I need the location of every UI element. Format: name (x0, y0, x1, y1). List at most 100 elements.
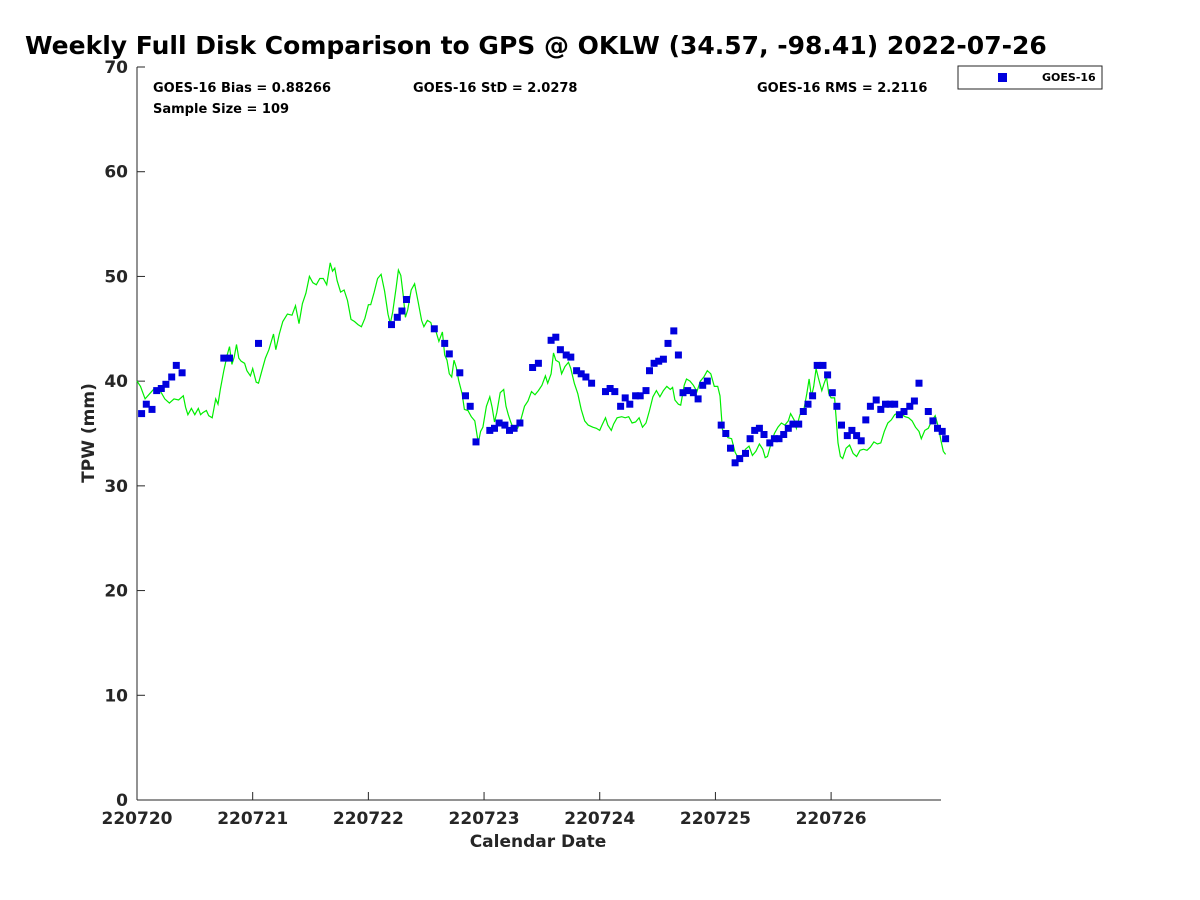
goes-data-point (755, 424, 763, 432)
goes-data-point (833, 402, 841, 410)
goes-data-point (573, 367, 581, 375)
x-tick-label: 220721 (217, 809, 288, 829)
goes-data-point (924, 408, 932, 415)
goes-data-point (172, 361, 180, 369)
goes-data-point (506, 426, 513, 434)
goes-data-point (760, 431, 768, 438)
goes-data-point (857, 437, 865, 445)
y-axis-ticks: 0 10 20 30 40 50 60 70 (104, 58, 145, 811)
goes-data-point (255, 339, 262, 347)
plot-area: 0 10 20 30 40 50 60 70 220720 220721 220722 220723… (102, 58, 950, 829)
goes-data-point (226, 354, 233, 362)
goes-data-point (430, 325, 438, 333)
goes-data-point (642, 387, 650, 395)
goes-data-point (789, 420, 797, 428)
goes-data-point (510, 424, 518, 432)
goes-data-point (866, 402, 874, 410)
y-tick-label: 50 (104, 267, 128, 287)
goes-data-point (626, 400, 634, 408)
goes-data-point (588, 379, 596, 387)
goes-data-point (751, 426, 759, 434)
goes-data-point (168, 373, 176, 381)
goes-data-point (472, 438, 480, 446)
goes-data-point (900, 408, 908, 415)
goes-data-point (403, 296, 410, 303)
x-tick-label: 220722 (333, 809, 404, 829)
goes-data-point (547, 336, 555, 344)
goes-data-point (906, 402, 914, 410)
goes-data-point (910, 397, 918, 405)
goes-data-point (556, 346, 564, 354)
goes-data-point (670, 327, 678, 335)
goes-data-point (650, 359, 658, 367)
goes-data-point (567, 353, 575, 361)
goes-data-point (689, 389, 697, 397)
goes-data-point (456, 369, 464, 377)
goes-data-point (784, 424, 792, 432)
goes-data-point (828, 389, 836, 397)
goes-data-point (636, 392, 644, 400)
goes-data-point (501, 421, 509, 429)
goes-data-point (582, 373, 590, 381)
gps-series-line (136, 262, 947, 460)
goes-data-point (148, 405, 156, 413)
goes-data-point (445, 350, 453, 358)
goes-data-point (552, 333, 560, 341)
goes-data-point (606, 385, 614, 392)
goes-data-point (766, 439, 774, 447)
legend-box (957, 65, 1103, 90)
goes-data-point (838, 421, 845, 429)
stat-bias: GOES-16 Bias = 0.88266 (153, 81, 331, 96)
goes-data-point (646, 367, 653, 375)
x-tick-label: 220724 (564, 809, 635, 829)
goes-data-point (157, 385, 165, 392)
goes-data-point (495, 419, 503, 427)
goes-data-point (727, 444, 734, 452)
goes-data-point (703, 377, 711, 385)
goes-data-point (486, 426, 494, 434)
y-axis-label: TPW (mm) (79, 383, 99, 483)
goes-data-point (809, 392, 817, 400)
y-tick-label: 30 (104, 477, 128, 497)
goes-data-point (138, 410, 146, 418)
goes-data-point (877, 405, 885, 413)
y-tick-label: 10 (104, 686, 128, 706)
goes-data-point (813, 361, 821, 369)
goes-data-point (929, 417, 937, 425)
goes-data-point (722, 430, 730, 437)
goes-data-point (843, 432, 851, 440)
goes-data-point (886, 400, 894, 408)
y-tick-label: 20 (104, 582, 128, 602)
goes-data-point (659, 355, 667, 363)
x-tick-label: 220723 (449, 809, 520, 829)
legend: GOES-16 (957, 65, 1103, 90)
goes-data-point (731, 459, 739, 467)
goes-data-point (694, 395, 702, 403)
goes-data-point (220, 354, 228, 362)
goes-data-point (824, 371, 832, 379)
x-tick-label: 220725 (680, 809, 751, 829)
chart-title: Weekly Full Disk Comparison to GPS @ OKL… (25, 31, 1047, 60)
goes-data-point (891, 400, 899, 408)
goes-data-point (934, 424, 941, 432)
goes-data-point (162, 380, 170, 388)
goes-data-point (602, 388, 609, 396)
stat-sample-size: Sample Size = 109 (153, 102, 289, 117)
goes-data-point (632, 392, 640, 400)
stat-rms: GOES-16 RMS = 2.2116 (757, 81, 927, 96)
goes-data-point (398, 307, 406, 315)
stat-std: GOES-16 StD = 2.0278 (413, 81, 577, 96)
goes-data-point (882, 400, 889, 408)
goes-data-point (562, 351, 570, 359)
goes-data-point (674, 351, 682, 359)
goes-data-point (388, 321, 395, 329)
goes-data-point (534, 359, 542, 367)
goes-data-point (153, 387, 161, 395)
goes-data-point (799, 408, 807, 415)
goes-data-point (462, 392, 469, 400)
goes-data-point (819, 361, 827, 369)
goes-data-point (895, 411, 903, 419)
y-tick-label: 60 (104, 163, 128, 183)
goes-data-point (441, 339, 449, 347)
